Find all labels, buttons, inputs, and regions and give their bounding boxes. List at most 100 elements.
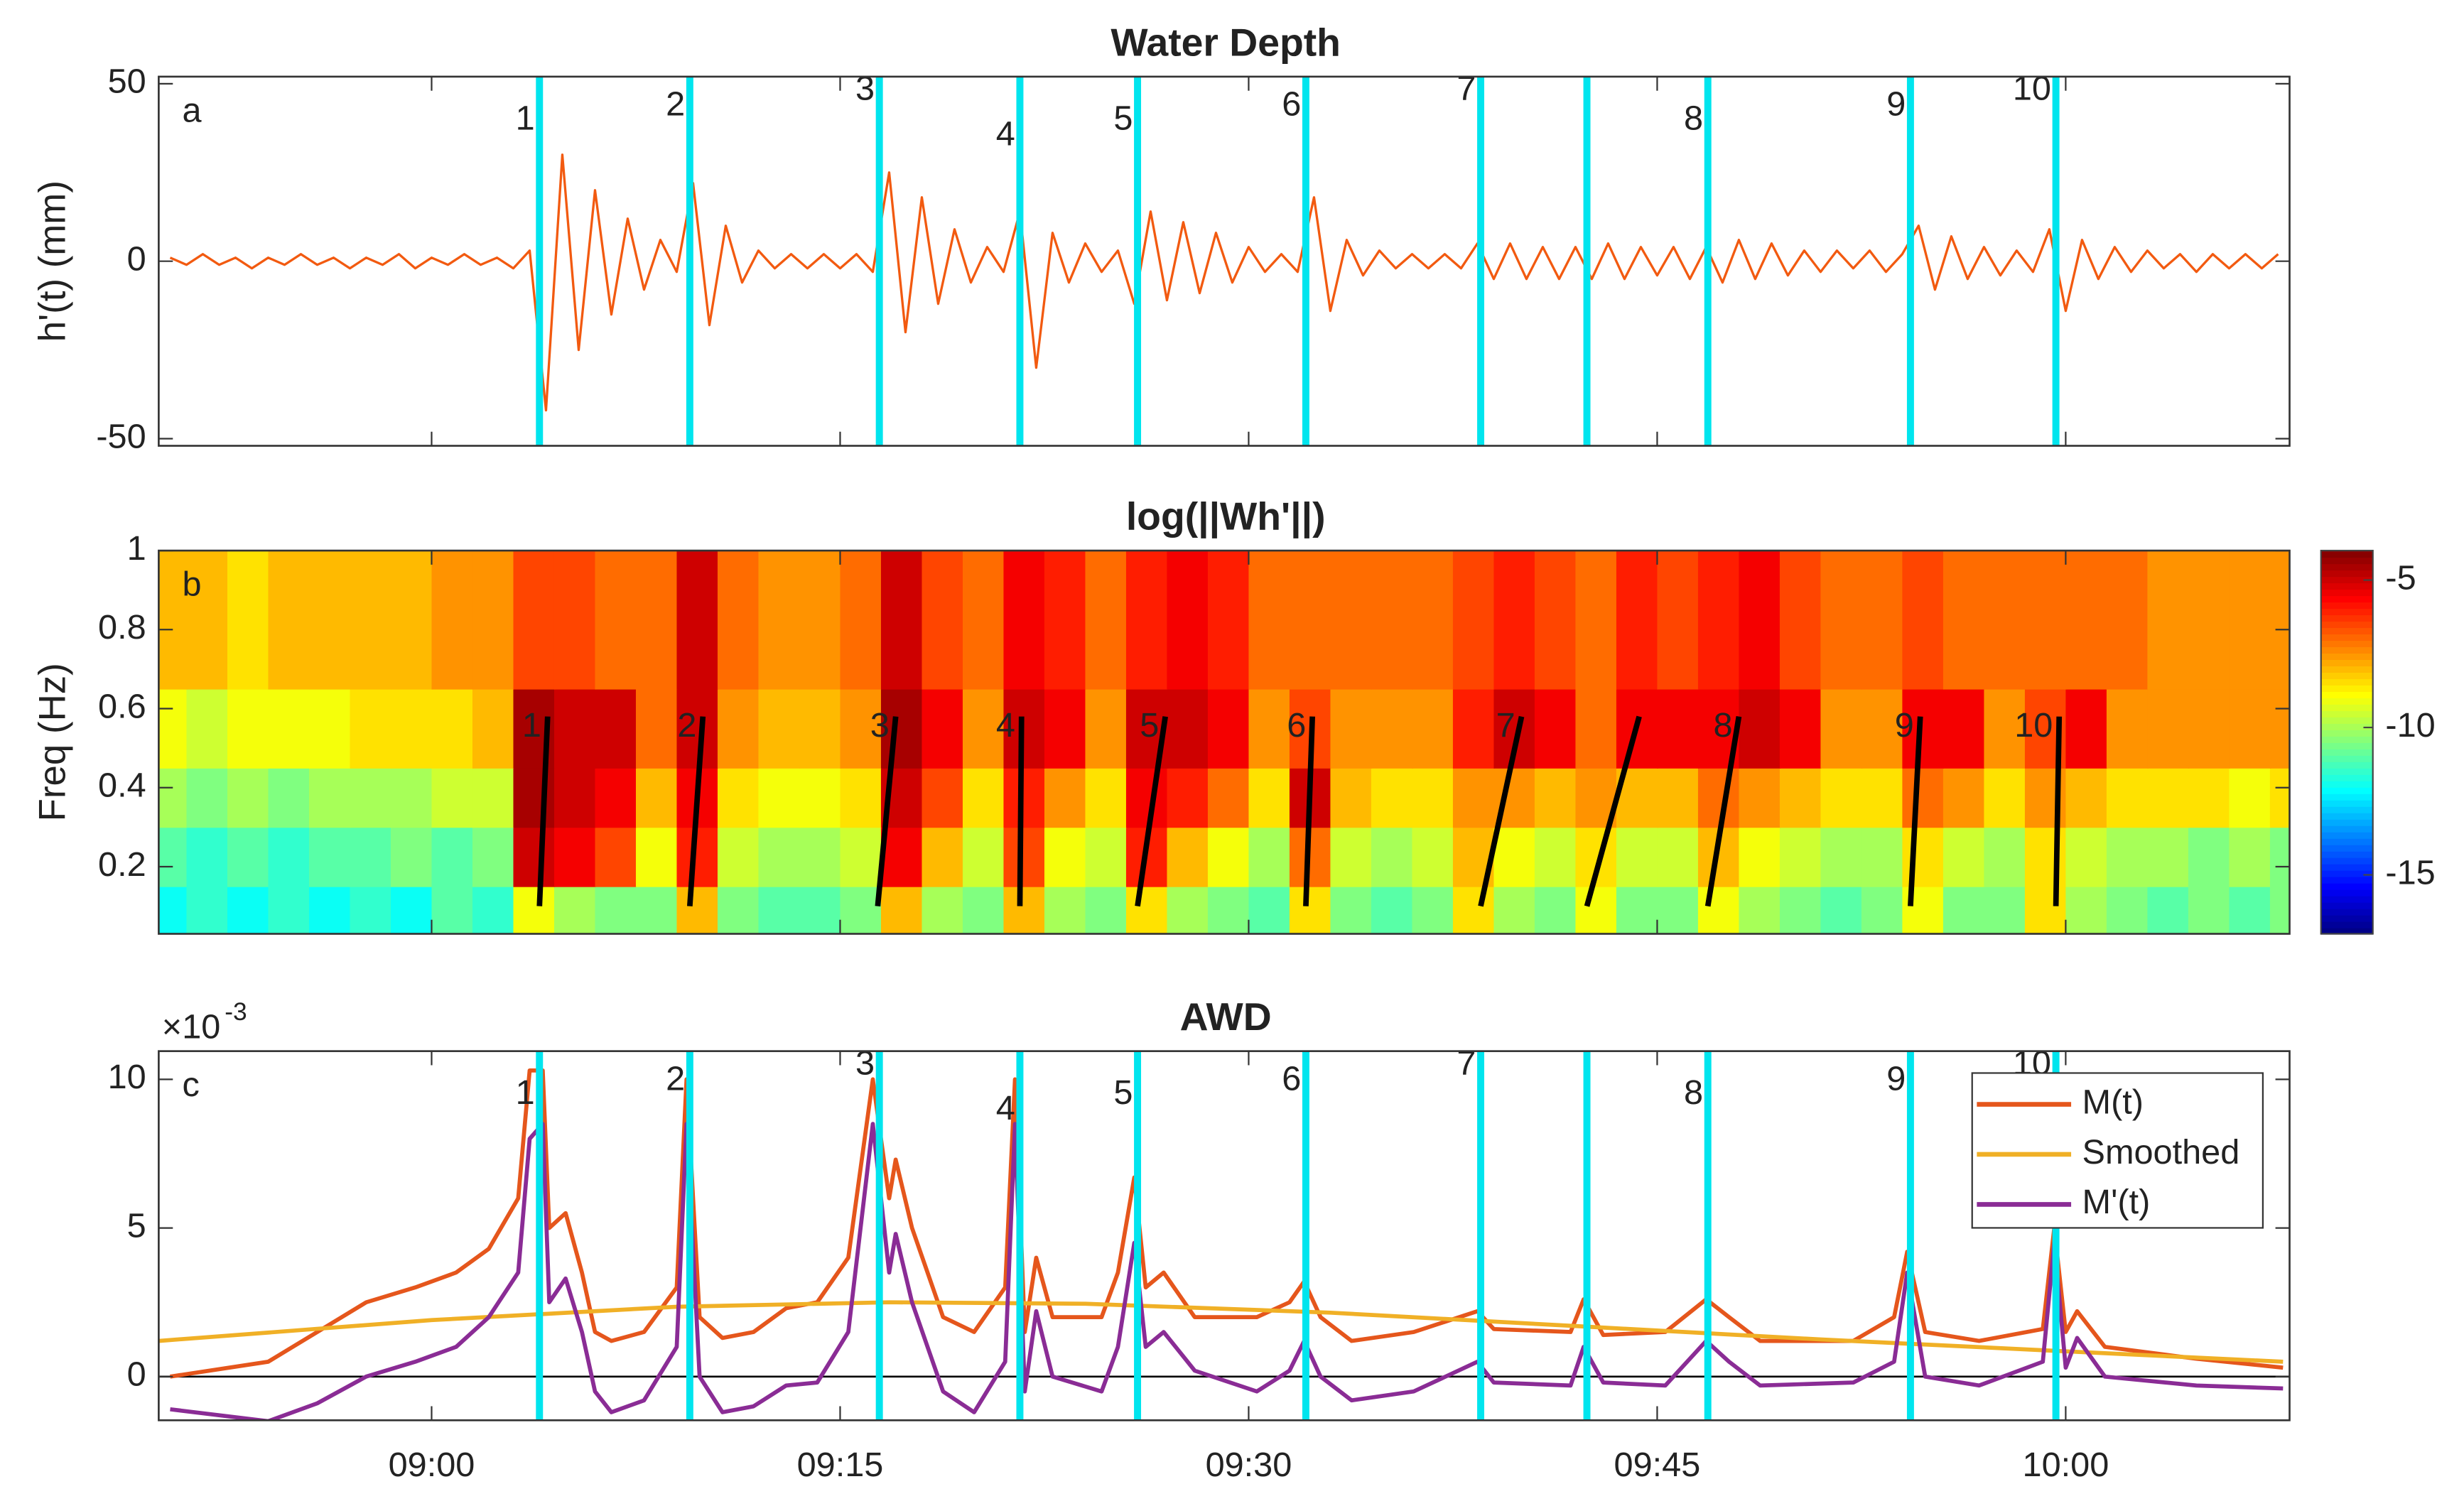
heat-cell — [799, 767, 841, 828]
heat-cell — [513, 886, 556, 934]
colorbar-cell — [2320, 780, 2373, 788]
heat-cell — [1820, 551, 1863, 690]
heat-cell — [1984, 827, 2026, 887]
heat-cell — [186, 688, 229, 769]
x-tick-label: 10:00 — [2023, 1446, 2109, 1484]
heat-cell — [2188, 767, 2230, 828]
heat-cell — [1779, 886, 1822, 934]
colorbar-cell — [2320, 908, 2373, 916]
colorbar-cell — [2320, 754, 2373, 762]
heat-cell — [1861, 886, 1903, 934]
colorbar-cell — [2320, 627, 2373, 635]
heat-cell — [2147, 688, 2190, 769]
colorbar-cell — [2320, 882, 2373, 890]
heat-cell — [308, 688, 351, 769]
heat-cell — [1616, 886, 1658, 934]
heat-cell — [799, 688, 841, 769]
ridge-label: 9 — [1895, 706, 1914, 744]
y-tick-label: 0.2 — [98, 845, 146, 884]
heat-cell — [513, 551, 556, 690]
heat-cell — [308, 767, 351, 828]
heat-cell — [2269, 827, 2290, 887]
heat-cell — [472, 688, 514, 769]
event-label: 3 — [855, 70, 875, 108]
heat-cell — [1942, 767, 1985, 828]
heat-cell — [962, 827, 1005, 887]
heat-cell — [2229, 886, 2271, 934]
colorbar-cell — [2320, 639, 2373, 648]
heat-cell — [1861, 688, 1903, 769]
colorbar-tick-label: -5 — [2385, 558, 2416, 597]
y-tick-label: 0.8 — [98, 608, 146, 646]
heat-cell — [1902, 688, 1945, 769]
colorbar-cell — [2320, 799, 2373, 807]
heat-cell — [840, 551, 882, 690]
colorbar-cell — [2320, 825, 2373, 833]
heat-cell — [1207, 767, 1250, 828]
heat-cell — [158, 886, 188, 934]
colorbar-cell — [2320, 850, 2373, 858]
heat-cell — [390, 688, 433, 769]
ridge-line — [1478, 715, 1525, 907]
heat-cell — [1248, 886, 1291, 934]
event-label: 3 — [855, 1044, 875, 1082]
heat-cell — [1657, 688, 1700, 769]
y-exponent: -3 — [225, 998, 247, 1026]
heat-cell — [1371, 886, 1413, 934]
heat-cell — [1942, 886, 1985, 934]
heat-cell — [2065, 688, 2108, 769]
y-multiplier: ×10 — [162, 1008, 221, 1046]
colorbar-cell — [2320, 895, 2373, 903]
heat-cell — [2188, 551, 2230, 690]
heat-cell — [717, 886, 760, 934]
heat-cell — [472, 827, 514, 887]
event-label: 8 — [1684, 1073, 1703, 1112]
heat-cell — [1167, 827, 1209, 887]
heat-cell — [186, 886, 229, 934]
event-label: 7 — [1457, 70, 1476, 108]
colorbar-cell — [2320, 838, 2373, 845]
legend-label: Smoothed — [2082, 1133, 2240, 1171]
y-tick-label: 50 — [108, 63, 146, 101]
series-line — [170, 1068, 2284, 1379]
heat-cell — [1575, 551, 1618, 690]
series-line — [169, 153, 2279, 412]
colorbar-cell — [2320, 710, 2373, 717]
legend-label: M(t) — [2082, 1083, 2144, 1121]
heat-cell — [922, 767, 964, 828]
event-label: 9 — [1886, 85, 1906, 124]
heat-cell — [308, 827, 351, 887]
heat-cell — [1003, 688, 1046, 769]
heat-cell — [2147, 886, 2190, 934]
heat-cell — [1412, 767, 1454, 828]
colorbar-tick-label: -15 — [2385, 853, 2435, 892]
colorbar-cell — [2320, 927, 2373, 935]
heat-cell — [676, 551, 719, 690]
heat-cell — [2106, 827, 2149, 887]
heat-cell — [1534, 688, 1577, 769]
colorbar-cell — [2320, 697, 2373, 705]
colorbar-cell — [2320, 876, 2373, 884]
heat-cell — [1779, 827, 1822, 887]
heat-cell — [1248, 688, 1291, 769]
colorbar-cell — [2320, 831, 2373, 839]
colorbar-cell — [2320, 633, 2373, 641]
heat-cell — [2106, 767, 2149, 828]
heat-cell — [1125, 886, 1168, 934]
ridge-line — [1135, 716, 1168, 907]
heat-cell — [1248, 827, 1291, 887]
heat-cell — [595, 688, 637, 769]
heat-cell — [158, 551, 188, 690]
heat-cell — [1820, 688, 1863, 769]
heat-cell — [1371, 551, 1413, 690]
event-label: 10 — [2013, 70, 2051, 108]
heat-cell — [158, 688, 188, 769]
colorbar-cell — [2320, 870, 2373, 877]
colorbar-cell — [2320, 914, 2373, 922]
heat-cell — [758, 767, 801, 828]
heat-cell — [431, 551, 474, 690]
heat-cell — [635, 886, 678, 934]
heat-cell — [2024, 827, 2067, 887]
event-label: 5 — [1113, 99, 1133, 137]
